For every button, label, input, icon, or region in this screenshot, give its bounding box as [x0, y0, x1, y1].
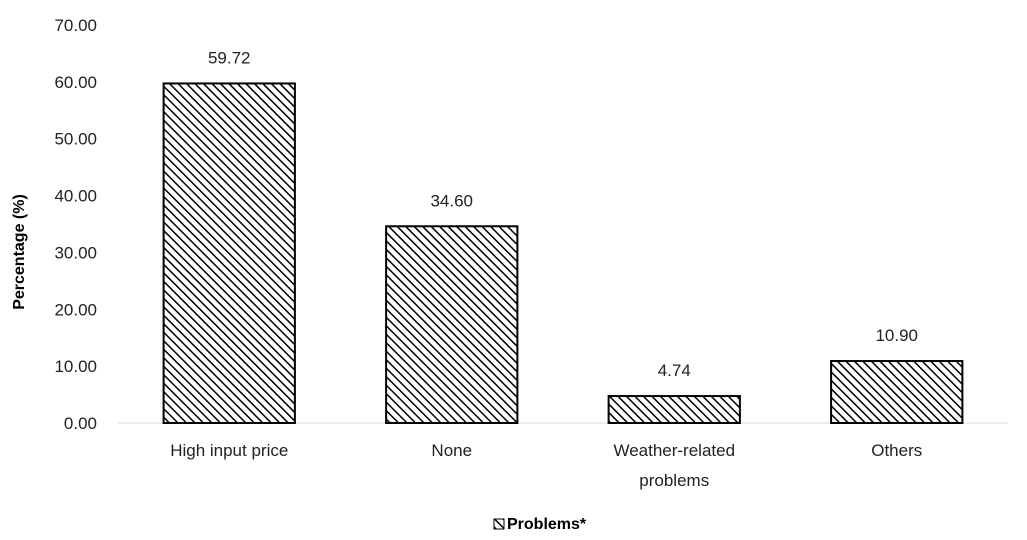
data-label: 10.90: [875, 326, 918, 345]
y-tick-label: 60.00: [54, 73, 97, 92]
y-axis-ticks: 0.00 10.00 20.00 30.00 40.00 50.00 60.00 70.00: [54, 16, 97, 433]
y-tick-label: 10.00: [54, 357, 97, 376]
x-category-label: Weather-related: [613, 441, 735, 460]
x-category-label: problems: [639, 471, 709, 490]
bar: [385, 225, 519, 424]
y-tick-label: 40.00: [54, 187, 97, 206]
bar: [162, 82, 296, 424]
data-label: 4.74: [658, 361, 691, 380]
x-category-label: None: [431, 441, 472, 460]
legend-label: Problems*: [507, 516, 587, 533]
legend-swatch: [493, 518, 505, 530]
data-label: 34.60: [430, 191, 473, 210]
y-tick-label: 0.00: [64, 414, 97, 433]
data-label: 59.72: [208, 48, 251, 67]
bar: [607, 395, 741, 424]
category-labels: High input price None Weather-related probl…: [170, 441, 922, 490]
legend: Problems*: [493, 516, 587, 533]
x-category-label: High input price: [170, 441, 288, 460]
y-tick-label: 70.00: [54, 16, 97, 35]
y-axis-title: Percentage (%): [11, 194, 28, 310]
bar: [830, 360, 964, 425]
y-tick-label: 20.00: [54, 300, 97, 319]
bars: [162, 82, 964, 425]
data-labels: 59.72 34.60 4.74 10.90: [208, 48, 918, 380]
x-category-label: Others: [871, 441, 922, 460]
y-tick-label: 30.00: [54, 243, 97, 262]
y-tick-label: 50.00: [54, 130, 97, 149]
